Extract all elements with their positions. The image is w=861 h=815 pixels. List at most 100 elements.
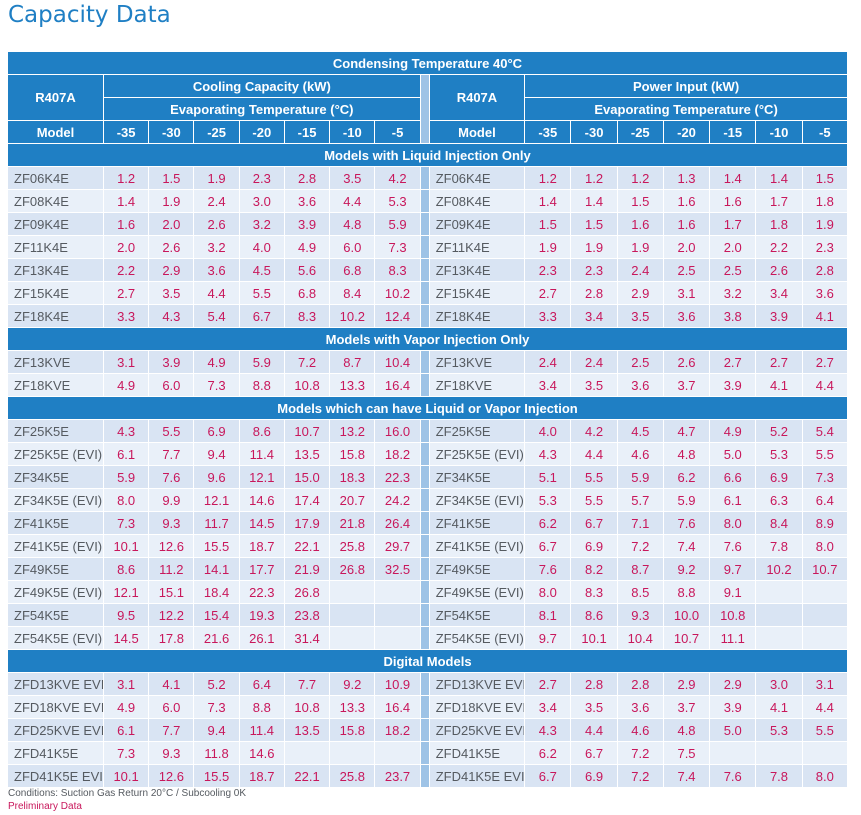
power-input-cell: 2.4 [617, 258, 664, 282]
power-input-cell: 2.9 [709, 672, 757, 696]
cooling-capacity-cell: 15.5 [193, 534, 240, 558]
power-input-cell: 3.6 [617, 373, 664, 397]
cooling-capacity-cell: 9.5 [103, 603, 150, 627]
cooling-capacity-cell: 4.9 [284, 235, 331, 259]
cooling-capacity-cell: 10.9 [374, 672, 421, 696]
cooling-capacity-cell: 2.2 [103, 258, 150, 282]
cooling-capacity-cell: 8.8 [239, 373, 285, 397]
cooling-capacity-cell: 1.2 [103, 166, 150, 190]
temp-header: -35 [524, 120, 572, 144]
power-input-cell: 10.1 [570, 626, 618, 650]
cooling-capacity-cell: 11.2 [148, 557, 195, 581]
model-name-cell: ZF06K4E [8, 166, 104, 190]
power-input-cell: 6.3 [755, 488, 803, 512]
power-input-cell: 10.7 [663, 626, 711, 650]
power-input-cell: 5.0 [709, 718, 757, 742]
cooling-capacity-cell: 26.8 [329, 557, 376, 581]
power-input-cell: 2.5 [617, 350, 664, 374]
model-name-cell: ZF13KVE [8, 350, 104, 374]
cooling-capacity-cell: 4.8 [329, 212, 376, 236]
cooling-capacity-cell: 1.6 [103, 212, 150, 236]
cooling-capacity-cell: 18.2 [374, 442, 421, 466]
model-name-cell: ZFD18KVE EVI [8, 695, 104, 719]
cooling-capacity-cell: 8.6 [239, 419, 285, 443]
model-name-cell: ZFD18KVE EVI [429, 695, 526, 719]
cooling-capacity-cell: 16.4 [374, 695, 421, 719]
cooling-capacity-cell: 4.4 [329, 189, 376, 213]
cooling-capacity-cell: 13.2 [329, 419, 376, 443]
model-name-cell: ZF25K5E [429, 419, 526, 443]
temp-header: -30 [148, 120, 195, 144]
power-input-cell: 7.2 [617, 764, 664, 788]
model-name-cell: ZFD41K5E EVI [8, 764, 104, 788]
power-input-cell: 5.4 [802, 419, 849, 443]
cooling-capacity-cell: 14.1 [193, 557, 240, 581]
cooling-capacity-cell: 13.3 [329, 695, 376, 719]
power-input-cell [802, 580, 849, 604]
cooling-capacity-cell: 25.8 [329, 764, 376, 788]
cooling-capacity-cell: 12.4 [374, 304, 421, 328]
cooling-capacity-cell: 17.4 [284, 488, 331, 512]
column-divider [420, 74, 430, 144]
cooling-capacity-cell: 3.3 [103, 304, 150, 328]
cooling-capacity-cell: 7.7 [148, 718, 195, 742]
column-divider [420, 741, 430, 765]
power-input-cell: 4.3 [524, 718, 572, 742]
power-input-cell: 11.1 [709, 626, 757, 650]
power-input-cell: 8.9 [802, 511, 849, 535]
model-name-cell: ZF49K5E [429, 557, 526, 581]
power-input-cell: 5.3 [755, 718, 803, 742]
temp-header: -30 [570, 120, 618, 144]
cooling-capacity-cell: 14.6 [239, 488, 285, 512]
model-header-right: Model [429, 120, 526, 144]
cooling-capacity-cell: 10.4 [374, 350, 421, 374]
cooling-capacity-cell: 2.8 [284, 166, 331, 190]
cooling-capacity-cell: 7.7 [148, 442, 195, 466]
cooling-capacity-cell: 6.4 [239, 672, 285, 696]
cooling-capacity-cell: 6.0 [329, 235, 376, 259]
table-row: ZF25K5E 4.3 5.5 6.9 8.6 10.7 13.2 16.0 ZF25K5E 4.… [8, 419, 849, 443]
cooling-capacity-cell [374, 741, 421, 765]
cooling-capacity-cell: 7.7 [284, 672, 331, 696]
table-row: ZF49K5E (EVI) 12.1 15.1 18.4 22.3 26.8 ZF49K5E… [8, 580, 849, 604]
cooling-capacity-cell: 12.6 [148, 534, 195, 558]
power-input-cell: 8.0 [802, 534, 849, 558]
power-input-cell: 1.3 [663, 166, 711, 190]
table-row: ZF54K5E 9.5 12.2 15.4 19.3 23.8 ZF54K5E 8.1 8.6 9… [8, 603, 849, 627]
model-name-cell: ZF34K5E [429, 465, 526, 489]
cooling-capacity-cell: 10.1 [103, 764, 150, 788]
cooling-capacity-cell: 8.8 [239, 695, 285, 719]
power-input-cell: 3.8 [709, 304, 757, 328]
power-input-cell: 7.4 [663, 764, 711, 788]
power-input-cell [802, 626, 849, 650]
power-input-cell: 7.6 [663, 511, 711, 535]
power-input-cell: 8.1 [524, 603, 572, 627]
model-name-cell: ZF41K5E (EVI) [8, 534, 104, 558]
power-input-cell: 1.2 [570, 166, 618, 190]
preliminary-note: Preliminary Data [8, 801, 82, 812]
cooling-capacity-cell: 15.0 [284, 465, 331, 489]
column-divider [420, 465, 430, 489]
power-input-cell: 6.7 [570, 741, 618, 765]
power-input-cell: 5.5 [570, 488, 618, 512]
power-input-cell: 3.6 [663, 304, 711, 328]
cooling-capacity-cell: 4.9 [103, 695, 150, 719]
column-divider [420, 281, 430, 305]
power-input-cell: 3.2 [709, 281, 757, 305]
power-input-cell: 3.7 [663, 373, 711, 397]
power-input-cell: 2.3 [570, 258, 618, 282]
cooling-capacity-cell: 2.3 [239, 166, 285, 190]
power-input-cell: 7.3 [802, 465, 849, 489]
power-input-cell: 8.0 [802, 764, 849, 788]
cooling-capacity-cell: 3.1 [103, 350, 150, 374]
power-input-cell: 8.7 [617, 557, 664, 581]
power-input-cell: 2.3 [802, 235, 849, 259]
column-divider [420, 442, 430, 466]
cooling-capacity-cell: 3.6 [284, 189, 331, 213]
model-name-cell: ZF34K5E [8, 465, 104, 489]
power-input-cell: 1.9 [570, 235, 618, 259]
cooling-capacity-cell: 11.4 [239, 718, 285, 742]
cooling-capacity-cell: 4.5 [239, 258, 285, 282]
power-input-cell: 2.9 [617, 281, 664, 305]
power-input-cell: 8.5 [617, 580, 664, 604]
